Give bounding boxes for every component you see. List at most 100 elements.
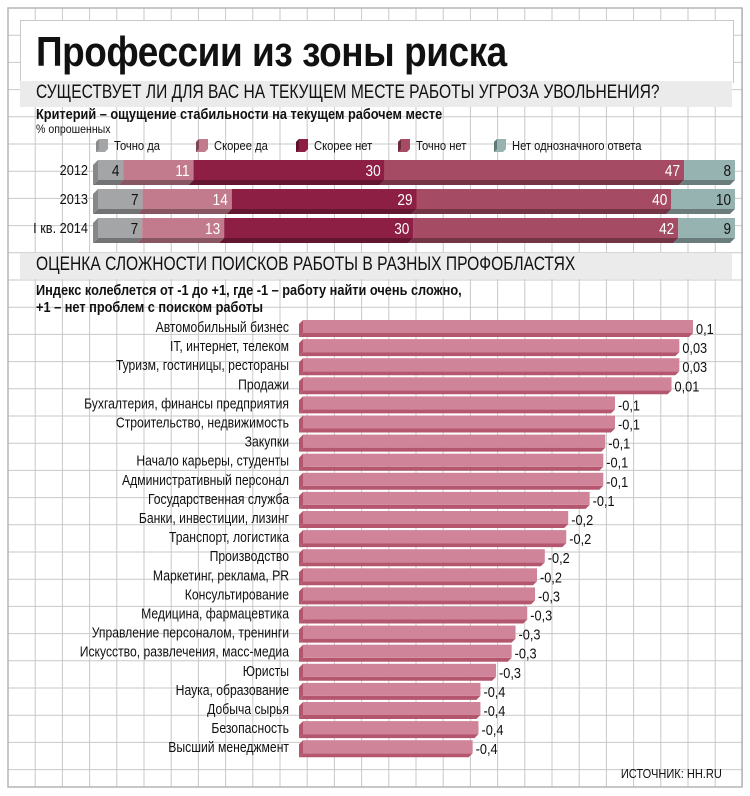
bar <box>303 472 604 486</box>
bar-side <box>299 453 303 471</box>
bar-side <box>299 530 303 548</box>
bar-depth <box>299 562 545 567</box>
bar-row: Транспорт, логистика -0,2 <box>169 529 591 547</box>
segment-value-label: 30 <box>394 221 409 238</box>
source-note: ИСТОЧНИК: HH.RU <box>620 766 722 781</box>
bar-depth <box>299 428 615 433</box>
outer-frame <box>7 7 743 788</box>
bar-depth <box>299 333 693 337</box>
bar-side <box>299 415 303 433</box>
segment-value-label: 7 <box>131 192 139 209</box>
title-panel <box>20 20 734 83</box>
bar-category-label: Безопасность <box>211 720 289 736</box>
segment-depth <box>379 180 685 185</box>
chart2-subtitle-line-2: +1 – нет проблем с поиском работы <box>36 299 264 316</box>
bar-side <box>299 434 303 452</box>
bar <box>303 740 473 754</box>
segment-depth <box>408 238 679 243</box>
bar-row: Юристы -0,3 <box>243 663 522 681</box>
segment-depth <box>93 180 124 185</box>
segment-depth <box>226 209 417 214</box>
segment-face <box>416 189 672 209</box>
stacked-segment: 30 <box>219 218 414 243</box>
bar-category-label: Туризм, гостиницы, рестораны <box>116 357 289 373</box>
bar-depth <box>299 638 516 643</box>
bar-value-label: 0,01 <box>675 377 700 394</box>
stacked-segment: 40 <box>411 189 672 214</box>
bar-category-label: Автомобильный бизнес <box>156 319 290 335</box>
bar-depth <box>299 390 672 395</box>
segment-depth <box>411 209 672 214</box>
bar-row: IT, интернет, телеком 0,03 <box>170 338 707 356</box>
bar-side <box>299 396 303 414</box>
bar-category-label: Продажи <box>238 376 289 392</box>
segment-face <box>193 160 385 180</box>
bar-category-label: IT, интернет, телеком <box>170 338 289 354</box>
section-heading-layoff-threat: СУЩЕСТВУЕТ ЛИ ДЛЯ ВАС НА ТЕКУЩЕМ МЕСТЕ Р… <box>36 82 660 103</box>
section-band-1 <box>20 81 732 107</box>
stacked-segment: 9 <box>673 218 735 243</box>
bar <box>303 453 604 467</box>
bar-row: Административный персонал -0,1 <box>122 472 628 490</box>
bar-category-label: Наука, образование <box>176 682 289 698</box>
bar-row: Управление персоналом, тренинги -0,3 <box>92 625 541 643</box>
segment-value-label: 8 <box>723 163 731 180</box>
segment-face <box>384 160 685 180</box>
segment-side <box>93 218 98 243</box>
bar-category-label: Банки, инвестиции, лизинг <box>139 510 289 526</box>
bar-category-label: Строительство, недвижимость <box>116 415 289 431</box>
bar-side <box>299 511 303 528</box>
bar-value-label: -0,2 <box>571 511 593 528</box>
stacked-segment: 11 <box>118 160 194 185</box>
stacked-segment: 42 <box>408 218 679 243</box>
bar-value-label: -0,1 <box>606 473 628 490</box>
bar-value-label: -0,3 <box>519 626 541 643</box>
bar-category-label: Государственная служба <box>148 491 289 507</box>
bar-row: Банки, инвестиции, лизинг -0,2 <box>139 510 594 528</box>
segment-face <box>123 160 194 180</box>
bar-side <box>299 702 303 719</box>
stacked-segment: 30 <box>188 160 385 185</box>
bar-category-label: Управление персоналом, тренинги <box>92 625 289 641</box>
bar-depth <box>299 371 680 376</box>
segment-face <box>671 189 735 209</box>
bar-side <box>299 320 303 337</box>
bar-value-label: -0,2 <box>569 530 591 547</box>
bar-value-label: 0,1 <box>696 320 714 337</box>
segment-depth <box>118 180 194 185</box>
bar <box>303 644 512 658</box>
bar-category-label: Консультирование <box>185 586 289 602</box>
chart2-subtitle-line-1: Индекс колеблется от -1 до +1, где -1 – … <box>36 282 462 299</box>
bar-category-label: Высший менеджмент <box>168 739 289 755</box>
bar-depth <box>299 524 569 528</box>
stacked-segment: 4 <box>93 160 124 185</box>
segment-face <box>678 218 735 238</box>
bar-depth <box>299 409 615 414</box>
bar-value-label: -0,4 <box>483 683 505 700</box>
segment-face <box>98 189 143 209</box>
bar-row: Государственная служба -0,1 <box>148 491 615 509</box>
bar-row: Строительство, недвижимость -0,1 <box>116 415 640 433</box>
segment-depth <box>673 238 735 243</box>
row-label: I кв. 2014 <box>33 219 88 236</box>
stacked-segment: 10 <box>666 189 735 214</box>
bar <box>303 396 615 410</box>
bar <box>303 320 693 333</box>
bar <box>303 587 536 601</box>
bar-category-label: Медицина, фармацевтика <box>141 606 289 622</box>
segment-value-label: 11 <box>175 163 189 180</box>
bar <box>303 549 545 563</box>
bar-depth <box>299 734 479 739</box>
segment-depth <box>679 180 735 185</box>
bar-side <box>299 740 303 758</box>
stacked-segment: 14 <box>137 189 232 214</box>
bar-depth <box>299 466 604 471</box>
bar-row: Производство -0,2 <box>210 548 570 566</box>
bar-row: Маркетинг, реклама, PR -0,2 <box>153 567 562 585</box>
segment-depth <box>666 209 735 214</box>
bar <box>303 339 680 353</box>
stacked-segment: 47 <box>379 160 685 185</box>
legend-swatch-icon <box>96 139 108 152</box>
